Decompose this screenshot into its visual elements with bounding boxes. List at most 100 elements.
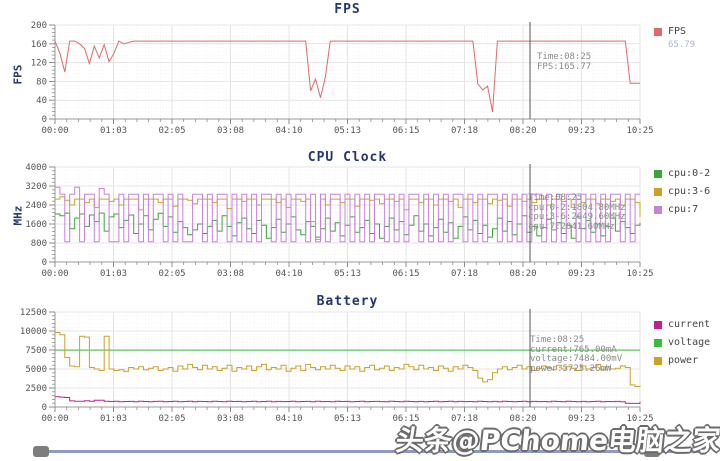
- battery-legend: current voltage power: [654, 319, 710, 373]
- cpu-7-swatch-icon: [654, 205, 662, 214]
- cpu-clock-chart[interactable]: 0 800 1600 2400 3200 4000 00:00 01:03 02:05 03:08…: [0, 145, 720, 291]
- legend-item-fps[interactable]: FPS: [654, 26, 695, 37]
- svg-text:04:10: 04:10: [275, 414, 302, 424]
- svg-text:12500: 12500: [20, 308, 47, 318]
- svg-text:02:05: 02:05: [158, 414, 185, 424]
- svg-text:08:20: 08:20: [509, 126, 536, 136]
- svg-text:0: 0: [42, 115, 47, 125]
- svg-text:08:20: 08:20: [509, 269, 536, 279]
- svg-text:09:23: 09:23: [568, 414, 595, 424]
- svg-text:00:00: 00:00: [41, 269, 68, 279]
- svg-text:07:18: 07:18: [451, 126, 478, 136]
- svg-text:0: 0: [42, 258, 47, 268]
- legend-item-cpu-3-6[interactable]: cpu:3-6: [654, 186, 710, 197]
- svg-text:05:13: 05:13: [334, 414, 361, 424]
- cpu-3-6-swatch-icon: [654, 187, 662, 196]
- legend-label: FPS: [668, 26, 687, 37]
- svg-text:03:08: 03:08: [217, 414, 244, 424]
- legend-label: cpu:3-6: [668, 186, 711, 197]
- fps-tooltip: Time:08:25 FPS:165.77: [537, 52, 592, 72]
- legend-item-cpu-0-2[interactable]: cpu:0-2: [654, 168, 710, 179]
- fps-legend-value: 65.79: [668, 40, 696, 50]
- tooltip-line: Time:08:25: [537, 52, 592, 62]
- legend-label: voltage: [668, 337, 711, 348]
- svg-text:05:13: 05:13: [334, 126, 361, 136]
- tooltip-line: Time:08:25: [528, 193, 583, 203]
- fps-legend: FPS 65.79: [654, 26, 695, 50]
- voltage-swatch-icon: [654, 338, 662, 347]
- legend-item-cpu-7[interactable]: cpu:7: [654, 204, 710, 215]
- tooltip-line: cpu:3-6:2649.60MHz: [528, 212, 626, 222]
- cpu-0-2-swatch-icon: [654, 169, 662, 178]
- current-swatch-icon: [654, 320, 662, 329]
- legend-item-current[interactable]: current: [654, 319, 710, 330]
- cpu-clock-plot[interactable]: 0 800 1600 2400 3200 4000 00:00 01:03 02:05 03:08…: [0, 145, 720, 291]
- svg-text:01:03: 01:03: [100, 414, 127, 424]
- svg-text:02:05: 02:05: [158, 269, 185, 279]
- svg-text:09:23: 09:23: [568, 126, 595, 136]
- scrollbar-track[interactable]: [38, 450, 702, 453]
- svg-text:800: 800: [31, 239, 47, 249]
- fps-chart[interactable]: 0 40 80 120 160 200 00:00 01:03 02:05 03:08 04:10 0…: [0, 0, 720, 145]
- svg-text:04:10: 04:10: [275, 126, 302, 136]
- svg-text:10000: 10000: [20, 327, 47, 337]
- battery-plot[interactable]: 0 2500 5000 7500 10000 12500 00:00 01:03 02:05 03…: [0, 291, 720, 441]
- svg-text:2400: 2400: [25, 201, 47, 211]
- tooltip-line: power:5725.26mW: [530, 363, 612, 374]
- battery-chart[interactable]: 0 2500 5000 7500 10000 12500 00:00 01:03 02:05 03…: [0, 291, 720, 441]
- svg-text:01:03: 01:03: [100, 126, 127, 136]
- svg-text:05:13: 05:13: [334, 269, 361, 279]
- power-swatch-icon: [654, 356, 662, 365]
- svg-text:09:23: 09:23: [568, 269, 595, 279]
- svg-text:120: 120: [31, 59, 47, 69]
- cpu-legend: cpu:0-2 cpu:3-6 cpu:7: [654, 168, 710, 222]
- legend-label: cpu:7: [668, 204, 699, 215]
- svg-text:08:20: 08:20: [509, 414, 536, 424]
- svg-text:10:25: 10:25: [626, 269, 653, 279]
- cpu-y-axis-title: MHz: [11, 205, 25, 226]
- timeline-scrollbar[interactable]: [0, 443, 720, 461]
- svg-text:02:05: 02:05: [158, 126, 185, 136]
- svg-text:00:00: 00:00: [41, 126, 68, 136]
- legend-item-voltage[interactable]: voltage: [654, 337, 710, 348]
- legend-label: cpu:0-2: [668, 168, 711, 179]
- svg-text:3200: 3200: [25, 182, 47, 192]
- svg-text:40: 40: [36, 96, 47, 106]
- legend-label: power: [668, 355, 699, 366]
- svg-text:0: 0: [42, 403, 47, 413]
- svg-text:200: 200: [31, 21, 47, 31]
- svg-text:5000: 5000: [25, 365, 47, 375]
- svg-text:00:00: 00:00: [41, 414, 68, 424]
- svg-text:04:10: 04:10: [275, 269, 302, 279]
- svg-text:06:15: 06:15: [392, 126, 419, 136]
- watermark: 头条@PChome电脑之家: [393, 424, 720, 457]
- svg-text:06:15: 06:15: [392, 414, 419, 424]
- fps-chart-title: FPS: [334, 2, 361, 17]
- tooltip-line: cpu:0-2:1804.80MHz: [528, 202, 626, 213]
- fps-series-swatch-icon: [654, 27, 662, 36]
- scrollbar-left-handle[interactable]: [33, 446, 49, 457]
- svg-text:03:08: 03:08: [217, 269, 244, 279]
- svg-text:7500: 7500: [25, 346, 47, 356]
- svg-text:07:18: 07:18: [451, 269, 478, 279]
- battery-tooltip: Time:08:25 current:765.00mA voltage:7484…: [530, 335, 623, 374]
- svg-text:07:18: 07:18: [451, 414, 478, 424]
- cpu-tooltip: Time:08:25 cpu:0-2:1804.80MHz cpu:3-6:26…: [528, 193, 626, 232]
- tooltip-line: voltage:7484.00mV: [530, 354, 623, 364]
- svg-text:06:15: 06:15: [392, 269, 419, 279]
- battery-chart-title: Battery: [316, 294, 379, 309]
- legend-item-power[interactable]: power: [654, 355, 710, 366]
- scrollbar-right-handle[interactable]: [644, 446, 660, 457]
- svg-text:160: 160: [31, 40, 47, 50]
- cpu-chart-title: CPU Clock: [307, 150, 388, 165]
- svg-text:4000: 4000: [25, 163, 47, 173]
- legend-label: current: [668, 319, 711, 330]
- svg-text:1600: 1600: [25, 220, 47, 230]
- fps-plot[interactable]: 0 40 80 120 160 200 00:00 01:03 02:05 03:08 04:10 0…: [0, 0, 720, 145]
- svg-text:2500: 2500: [25, 384, 47, 394]
- svg-text:80: 80: [36, 77, 47, 87]
- tooltip-line: current:765.00mA: [530, 344, 617, 355]
- svg-text:01:03: 01:03: [100, 269, 127, 279]
- tooltip-line: cpu:7:2841.60MHz: [528, 221, 615, 232]
- svg-text:10:25: 10:25: [626, 126, 653, 136]
